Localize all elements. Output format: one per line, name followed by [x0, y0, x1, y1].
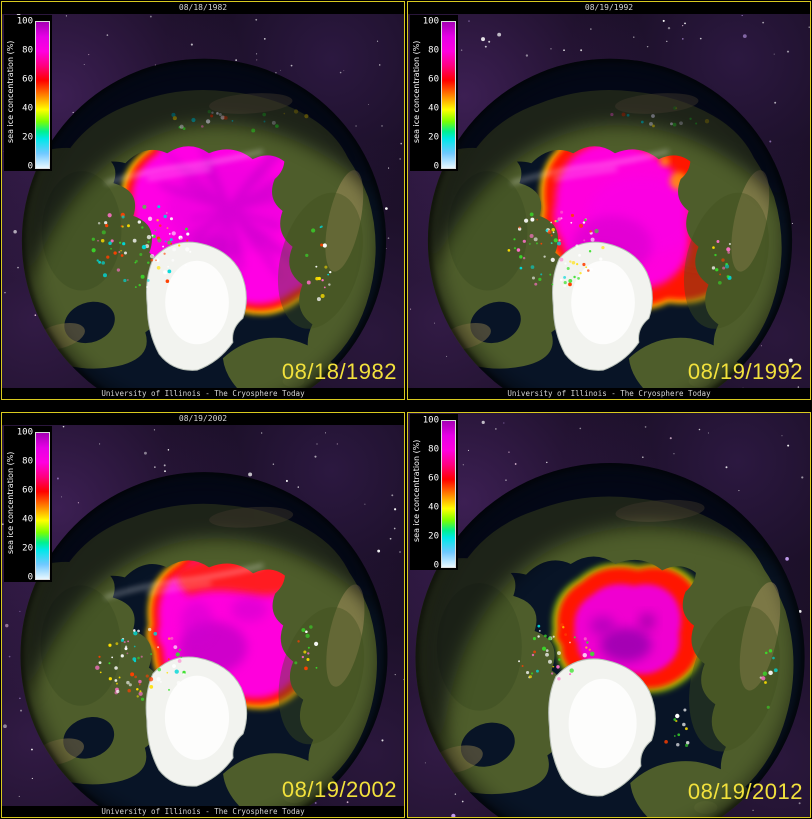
- panel-title-date: 08/18/1982: [178, 3, 228, 12]
- colorbar-ticks: 100 80 60 40 20 0: [16, 427, 33, 583]
- panel-caption-bar: University of Illinois - The Cryosphere …: [2, 806, 404, 817]
- colorbar-ticks: 100 80 60 40 20 0: [422, 415, 439, 571]
- panel-caption-bar: University of Illinois - The Cryosphere …: [408, 388, 810, 399]
- colorbar-label: sea ice concentration (%): [412, 439, 421, 543]
- globe-graphic-1992: [410, 14, 810, 388]
- globe-graphic-2002: [2, 425, 404, 806]
- colorbar-legend: sea ice concentration (%) 100 80 60 40 2…: [4, 426, 52, 582]
- colorbar-gradient: [441, 420, 456, 568]
- globe-graphic-1982: [3, 14, 402, 388]
- panel-2002: 08/19/2002: [1, 412, 405, 818]
- panel-1982: 08/18/1982: [1, 1, 405, 400]
- date-label: 08/19/2012: [687, 779, 803, 804]
- panel-title-date: 08/19/2002: [178, 414, 228, 423]
- colorbar-gradient: [35, 21, 50, 169]
- marginal-ice-specks: [95, 625, 319, 701]
- marginal-ice-specks: [518, 623, 778, 747]
- globe-view-1992: sea ice concentration (%) 100 80 60 40 2…: [408, 14, 810, 388]
- globe-view-1982: sea ice concentration (%) 100 80 60 40 2…: [2, 14, 404, 388]
- panel-caption-bar: University of Illinois - The Cryosphere …: [2, 388, 404, 399]
- panel-2012: sea ice concentration (%) 100 80 60 40 2…: [407, 412, 811, 818]
- globe-view-2002: sea ice concentration (%) 100 80 60 40 2…: [2, 425, 404, 806]
- colorbar-legend: sea ice concentration (%) 100 80 60 40 2…: [410, 414, 458, 570]
- colorbar-ticks: 100 80 60 40 20 0: [422, 16, 439, 172]
- panel-title-bar: 08/18/1982: [2, 2, 404, 14]
- colorbar-legend: sea ice concentration (%) 100 80 60 40 2…: [4, 15, 52, 171]
- globe-graphic-2012: [415, 420, 805, 817]
- date-label: 08/18/1982: [281, 359, 397, 384]
- panel-title-bar: 08/19/2002: [2, 413, 404, 425]
- source-caption: University of Illinois - The Cryosphere …: [507, 389, 711, 398]
- colorbar-gradient: [441, 21, 456, 169]
- colorbar-label: sea ice concentration (%): [6, 40, 15, 144]
- date-label: 08/19/1992: [687, 359, 803, 384]
- colorbar-label: sea ice concentration (%): [412, 40, 421, 144]
- date-label: 08/19/2002: [281, 777, 397, 802]
- source-caption: University of Illinois - The Cryosphere …: [101, 807, 305, 816]
- panel-title-date: 08/19/1992: [584, 3, 634, 12]
- globe-view-2012: sea ice concentration (%) 100 80 60 40 2…: [408, 413, 810, 817]
- panel-title-bar: 08/19/1992: [408, 2, 810, 14]
- source-caption: University of Illinois - The Cryosphere …: [101, 389, 305, 398]
- colorbar-ticks: 100 80 60 40 20 0: [16, 16, 33, 172]
- colorbar-legend: sea ice concentration (%) 100 80 60 40 2…: [410, 15, 458, 171]
- colorbar-label: sea ice concentration (%): [6, 451, 15, 555]
- panel-1992: 08/19/1992: [407, 1, 811, 400]
- colorbar-gradient: [35, 432, 50, 580]
